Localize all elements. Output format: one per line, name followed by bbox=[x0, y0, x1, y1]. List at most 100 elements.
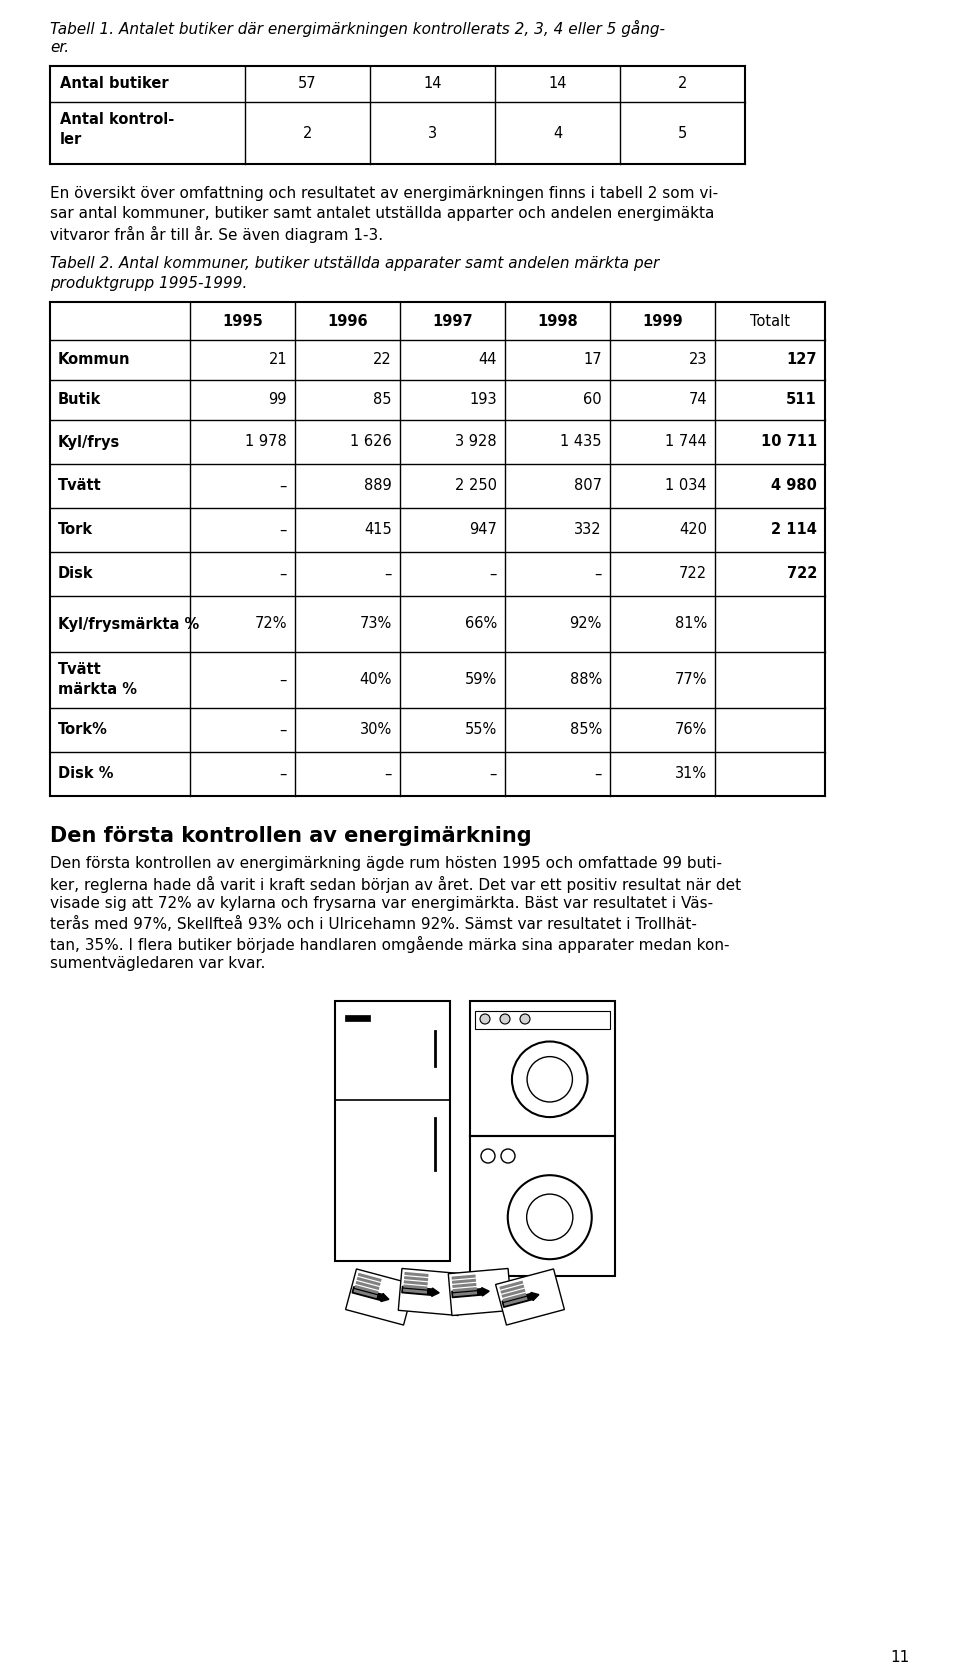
Text: 72%: 72% bbox=[254, 616, 287, 631]
Text: 5: 5 bbox=[678, 126, 687, 141]
Text: 17: 17 bbox=[584, 352, 602, 367]
Text: 23: 23 bbox=[688, 352, 707, 367]
Text: visade sig att 72% av kylarna och frysarna var energimärkta. Bäst var resultatet: visade sig att 72% av kylarna och frysar… bbox=[50, 896, 713, 911]
Text: 722: 722 bbox=[786, 566, 817, 581]
Text: En översikt över omfattning och resultatet av energimärkningen finns i tabell 2 : En översikt över omfattning och resultat… bbox=[50, 186, 718, 201]
Text: Totalt: Totalt bbox=[750, 313, 790, 328]
Text: 3: 3 bbox=[428, 126, 437, 141]
Text: 1 978: 1 978 bbox=[245, 434, 287, 449]
Bar bbox=[403, 1288, 427, 1293]
Text: sar antal kommuner, butiker samt antalet utställda apparter och andelen energimä: sar antal kommuner, butiker samt antalet… bbox=[50, 206, 714, 221]
Text: 127: 127 bbox=[786, 352, 817, 367]
Text: –: – bbox=[279, 523, 287, 538]
Text: 81%: 81% bbox=[675, 616, 707, 631]
Text: 1996: 1996 bbox=[327, 313, 368, 328]
Text: 1 744: 1 744 bbox=[665, 434, 707, 449]
FancyBboxPatch shape bbox=[398, 1268, 462, 1315]
Text: er.: er. bbox=[50, 40, 69, 55]
Text: 76%: 76% bbox=[675, 722, 707, 737]
Text: 40%: 40% bbox=[360, 672, 392, 687]
Text: 1 626: 1 626 bbox=[350, 434, 392, 449]
Text: 10 711: 10 711 bbox=[760, 434, 817, 449]
Bar bbox=[501, 1288, 525, 1298]
Text: 4 980: 4 980 bbox=[771, 479, 817, 494]
Text: 415: 415 bbox=[364, 523, 392, 538]
Text: –: – bbox=[490, 566, 497, 581]
Text: Den första kontrollen av energimärkning: Den första kontrollen av energimärkning bbox=[50, 826, 532, 846]
Circle shape bbox=[500, 1013, 510, 1023]
Text: Tork%: Tork% bbox=[58, 722, 108, 737]
Text: 85%: 85% bbox=[569, 722, 602, 737]
Text: Kyl/frysmärkta %: Kyl/frysmärkta % bbox=[58, 616, 200, 631]
Text: 1999: 1999 bbox=[642, 313, 683, 328]
Text: 1997: 1997 bbox=[432, 313, 473, 328]
Text: 77%: 77% bbox=[675, 672, 707, 687]
Text: 1995: 1995 bbox=[222, 313, 263, 328]
Text: –: – bbox=[279, 767, 287, 782]
Text: –: – bbox=[385, 767, 392, 782]
Text: 14: 14 bbox=[423, 77, 442, 92]
Text: –: – bbox=[385, 566, 392, 581]
Text: 2 114: 2 114 bbox=[771, 523, 817, 538]
Text: Kommun: Kommun bbox=[58, 352, 131, 367]
Bar bbox=[404, 1271, 428, 1276]
Text: produktgrupp 1995-1999.: produktgrupp 1995-1999. bbox=[50, 276, 248, 291]
FancyArrow shape bbox=[452, 1288, 490, 1298]
Text: 74: 74 bbox=[688, 392, 707, 407]
Text: Tork: Tork bbox=[58, 523, 93, 538]
Text: 889: 889 bbox=[364, 479, 392, 494]
Bar bbox=[504, 1296, 528, 1306]
Text: 44: 44 bbox=[478, 352, 497, 367]
Text: –: – bbox=[279, 566, 287, 581]
Circle shape bbox=[480, 1013, 490, 1023]
Bar bbox=[503, 1293, 526, 1301]
Text: –: – bbox=[279, 672, 287, 687]
Text: 59%: 59% bbox=[465, 672, 497, 687]
Text: terås med 97%, Skellfteå 93% och i Ulricehamn 92%. Sämst var resultatet i Trollh: terås med 97%, Skellfteå 93% och i Ulric… bbox=[50, 916, 697, 931]
Text: Den första kontrollen av energimärkning ägde rum hösten 1995 och omfattade 99 bu: Den första kontrollen av energimärkning … bbox=[50, 856, 722, 871]
FancyBboxPatch shape bbox=[495, 1270, 564, 1325]
Text: 1 435: 1 435 bbox=[561, 434, 602, 449]
Text: Butik: Butik bbox=[58, 392, 102, 407]
Text: Antal butiker: Antal butiker bbox=[60, 77, 169, 92]
Text: –: – bbox=[279, 722, 287, 737]
Text: Tabell 2. Antal kommuner, butiker utställda apparater samt andelen märkta per: Tabell 2. Antal kommuner, butiker utstäl… bbox=[50, 256, 660, 271]
Text: Tabell 1. Antalet butiker där energimärkningen kontrollerats 2, 3, 4 eller 5 gån: Tabell 1. Antalet butiker där energimärk… bbox=[50, 20, 665, 37]
Text: Tvätt: Tvätt bbox=[58, 479, 102, 494]
Text: 3 928: 3 928 bbox=[455, 434, 497, 449]
Text: Kyl/frys: Kyl/frys bbox=[58, 434, 120, 449]
Text: –: – bbox=[490, 767, 497, 782]
Text: Antal kontrol-: Antal kontrol- bbox=[60, 112, 175, 127]
Text: 21: 21 bbox=[269, 352, 287, 367]
Text: 99: 99 bbox=[269, 392, 287, 407]
Text: 722: 722 bbox=[679, 566, 707, 581]
Bar bbox=[451, 1275, 476, 1280]
Text: –: – bbox=[594, 767, 602, 782]
Text: Tvätt: Tvätt bbox=[58, 662, 102, 677]
Text: 4: 4 bbox=[553, 126, 563, 141]
Text: 57: 57 bbox=[299, 77, 317, 92]
Text: märkta %: märkta % bbox=[58, 682, 137, 697]
Bar bbox=[358, 1273, 382, 1281]
Bar bbox=[453, 1286, 477, 1291]
Text: 14: 14 bbox=[548, 77, 566, 92]
Text: 92%: 92% bbox=[569, 616, 602, 631]
Text: vitvaror från år till år. Se även diagram 1-3.: vitvaror från år till år. Se även diagra… bbox=[50, 226, 383, 243]
Text: 31%: 31% bbox=[675, 767, 707, 782]
Text: Disk %: Disk % bbox=[58, 767, 113, 782]
FancyBboxPatch shape bbox=[448, 1268, 512, 1315]
Bar bbox=[345, 1015, 370, 1022]
Bar bbox=[403, 1285, 427, 1290]
Bar bbox=[357, 1276, 380, 1286]
Text: 1998: 1998 bbox=[538, 313, 578, 328]
Text: 193: 193 bbox=[469, 392, 497, 407]
Bar bbox=[500, 1285, 524, 1293]
Bar bbox=[403, 1280, 428, 1285]
FancyArrow shape bbox=[502, 1293, 539, 1307]
Text: 11: 11 bbox=[891, 1650, 910, 1665]
Bar bbox=[452, 1278, 476, 1283]
Text: 88%: 88% bbox=[569, 672, 602, 687]
FancyArrow shape bbox=[352, 1286, 389, 1301]
Text: 2 250: 2 250 bbox=[455, 479, 497, 494]
Text: –: – bbox=[594, 566, 602, 581]
